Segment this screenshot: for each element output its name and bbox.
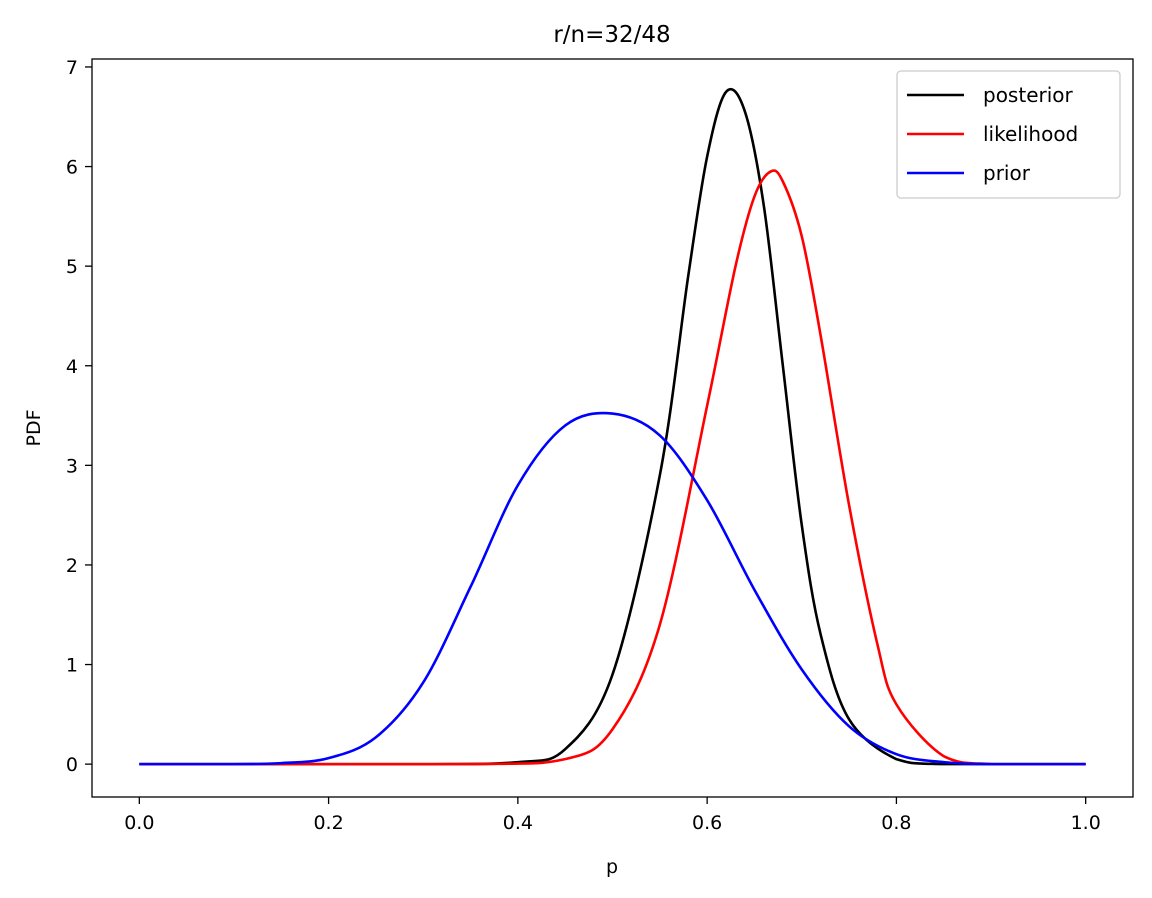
y-axis-label: PDF (23, 409, 45, 446)
x-tick-label: 0.4 (503, 812, 533, 834)
x-tick-label: 0.6 (692, 812, 722, 834)
y-axis-ticks: 0 1 2 3 4 5 6 7 (66, 57, 92, 776)
legend-box (896, 70, 1121, 199)
plot-frame (91, 58, 1134, 798)
y-tick-label: 2 (66, 555, 78, 577)
x-axis-ticks: 0.0 0.2 0.4 0.6 0.8 1.0 (124, 797, 1101, 834)
series-layer (139, 87, 1086, 766)
y-tick-label: 1 (66, 655, 78, 677)
y-tick-label: 6 (66, 157, 78, 179)
series-line-posterior (139, 87, 1086, 766)
chart-title: r/n=32/48 (553, 22, 670, 48)
y-tick-label: 0 (66, 754, 78, 776)
y-tick-label: 7 (66, 57, 78, 79)
x-tick-label: 0.0 (124, 812, 154, 834)
y-tick-label: 5 (66, 256, 78, 278)
x-axis-label: p (606, 856, 618, 878)
legend-label-posterior: posterior (983, 83, 1074, 107)
legend-label-prior: prior (983, 161, 1031, 185)
y-tick-label: 4 (66, 356, 78, 378)
x-tick-label: 0.8 (881, 812, 911, 834)
legend: posterior likelihood prior (896, 70, 1121, 199)
x-tick-label: 0.2 (313, 812, 343, 834)
x-tick-label: 1.0 (1071, 812, 1101, 834)
y-tick-label: 3 (66, 455, 78, 477)
legend-label-likelihood: likelihood (983, 122, 1078, 146)
series-line-likelihood (139, 169, 1086, 766)
series-line-prior (139, 411, 1086, 766)
